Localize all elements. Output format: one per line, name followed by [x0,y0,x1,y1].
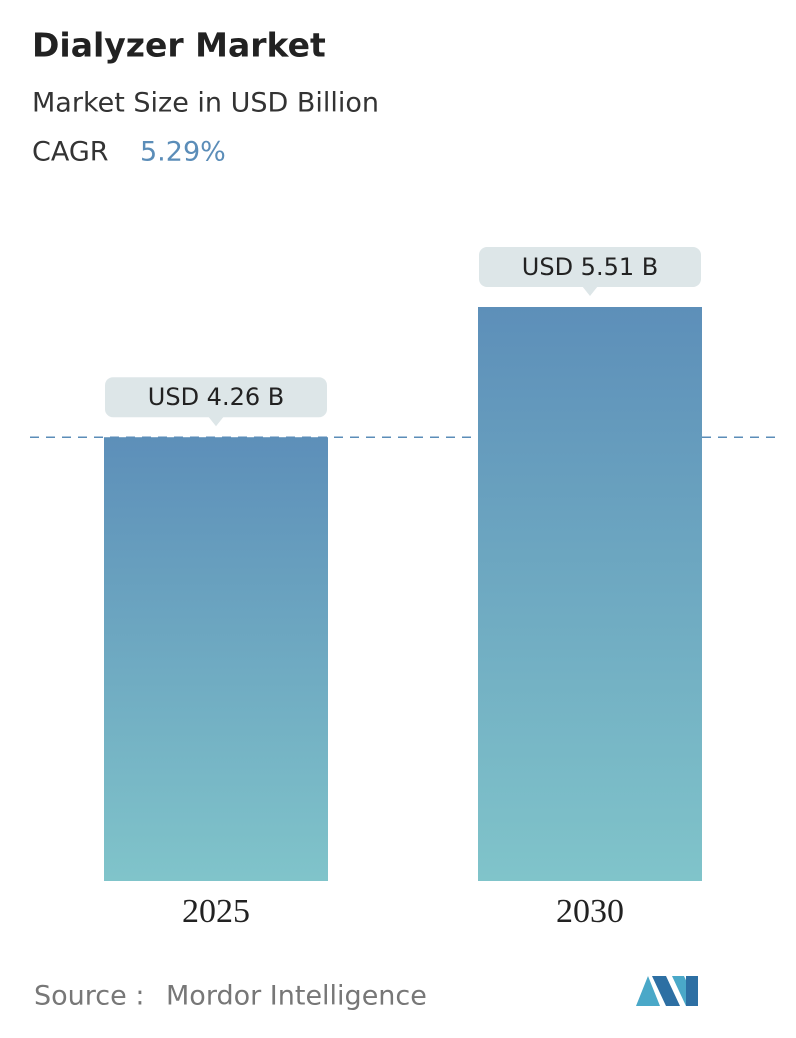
chart-title: Dialyzer Market [32,26,326,65]
source: Mordor Intelligence [166,981,427,1012]
cagr-value: 5.29% [140,137,226,168]
chart-subtitle: Market Size in USD Billion [32,88,379,119]
value-label: USD 5.51 B [522,253,658,281]
label-box [479,247,701,287]
bar [478,307,702,881]
x-tick-label: 2025 [182,893,250,930]
source-label: Source : [34,981,144,1012]
logo [636,976,698,1006]
label-box [105,377,327,418]
label-pointer [208,416,224,427]
label-pointer [582,286,598,296]
x-tick-label: 2030 [556,893,624,930]
value-label: USD 4.26 B [148,383,284,411]
cagr-label: CAGR [32,137,109,168]
bar [104,437,328,881]
